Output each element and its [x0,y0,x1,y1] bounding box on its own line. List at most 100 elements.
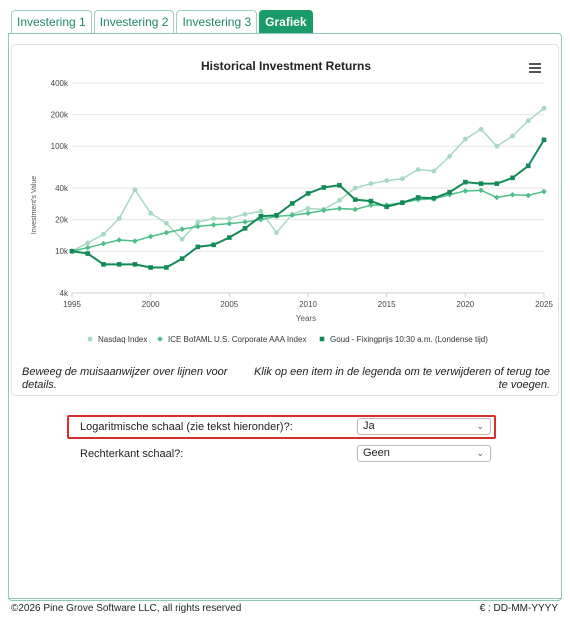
data-point[interactable] [258,214,264,219]
data-point[interactable] [462,188,469,194]
data-point[interactable] [446,191,453,198]
data-point[interactable] [100,240,107,247]
data-point[interactable] [226,220,233,227]
data-point[interactable] [384,178,390,184]
data-point[interactable] [352,185,358,191]
data-point[interactable] [494,143,500,149]
legend-marker[interactable] [87,336,93,342]
data-point[interactable] [289,212,296,219]
legend-label[interactable]: ICE BofAML U.S. Corporate AAA Index [168,335,306,344]
data-point[interactable] [164,265,169,270]
data-point[interactable] [525,192,532,199]
data-point[interactable] [368,202,374,208]
series-3[interactable] [69,137,547,270]
data-point[interactable] [85,251,91,256]
data-point[interactable] [494,181,500,186]
data-point[interactable] [305,191,311,196]
data-point[interactable] [463,179,468,185]
data-point[interactable] [242,211,248,217]
data-point[interactable] [148,265,153,270]
data-point[interactable] [400,176,405,182]
data-point[interactable] [541,105,547,111]
data-point[interactable] [337,182,342,188]
data-point[interactable] [510,133,515,139]
data-point[interactable] [132,187,138,193]
data-point[interactable] [384,204,389,210]
data-point[interactable] [179,256,185,261]
data-point[interactable] [525,118,531,124]
data-point[interactable] [368,181,374,187]
data-point[interactable] [132,262,138,267]
data-point[interactable] [164,220,169,226]
data-point[interactable] [415,195,421,200]
tab-grafiek[interactable]: Grafiek [259,10,313,33]
legend-item-3[interactable]: Goud - Fixingprijs 10:30 a.m. (Londense … [319,335,488,344]
data-point[interactable] [274,212,279,218]
data-point[interactable] [242,219,248,225]
data-point[interactable] [211,242,216,248]
data-point[interactable] [101,262,106,267]
data-point[interactable] [541,137,547,143]
series-line[interactable] [71,189,545,252]
data-point[interactable] [510,175,515,181]
right-scale-select[interactable]: Geen ⌄ [357,445,491,462]
data-point[interactable] [509,191,516,198]
data-point[interactable] [147,233,154,240]
hamburger-menu-icon[interactable] [529,63,541,73]
data-point[interactable] [227,235,232,240]
legend-item-2[interactable]: ICE BofAML U.S. Corporate AAA Index [157,335,306,344]
data-point[interactable] [525,163,531,169]
data-point[interactable] [305,206,311,211]
data-point[interactable] [179,226,185,233]
legend-label[interactable]: Nasdaq Index [98,335,147,344]
tab-investering-1[interactable]: Investering 1 [11,10,92,33]
log-scale-select[interactable]: Ja ⌄ [357,418,491,435]
data-point[interactable] [352,206,358,213]
data-point[interactable] [352,197,358,202]
data-point[interactable] [320,207,327,214]
data-point[interactable] [226,216,232,221]
data-point[interactable] [258,216,264,223]
tab-investering-3[interactable]: Investering 3 [176,10,258,33]
series-line[interactable] [71,107,545,252]
data-point[interactable] [431,195,437,201]
series-2[interactable] [69,187,547,255]
data-point[interactable] [305,210,311,217]
legend-item-1[interactable]: Nasdaq Index [87,335,148,344]
series-line[interactable] [71,139,545,269]
data-point[interactable] [478,181,484,186]
data-point[interactable] [400,200,405,205]
series-1[interactable] [69,105,547,254]
data-point[interactable] [148,210,154,216]
data-point[interactable] [321,185,327,190]
data-point[interactable] [431,168,437,174]
data-point[interactable] [179,236,185,242]
data-point[interactable] [163,229,170,236]
tab-investering-2[interactable]: Investering 2 [93,10,175,33]
data-point[interactable] [368,198,374,204]
data-point[interactable] [494,194,500,201]
data-point[interactable] [116,237,122,243]
data-point[interactable] [462,136,468,142]
data-point[interactable] [101,231,106,237]
data-point[interactable] [478,187,484,194]
data-point[interactable] [478,126,484,132]
data-point[interactable] [195,223,201,230]
data-point[interactable] [289,201,295,206]
data-point[interactable] [258,208,264,214]
data-point[interactable] [210,222,217,228]
legend-label[interactable]: Goud - Fixingprijs 10:30 a.m. (Londense … [330,335,488,344]
data-point[interactable] [242,226,248,231]
data-point[interactable] [195,244,201,250]
data-point[interactable] [116,216,122,221]
legend-marker[interactable] [319,336,325,342]
data-point[interactable] [69,248,75,254]
data-point[interactable] [84,244,91,251]
data-point[interactable] [447,153,452,159]
legend-marker[interactable] [157,336,163,342]
data-point[interactable] [85,240,91,246]
data-point[interactable] [132,238,138,244]
data-point[interactable] [337,197,342,203]
data-point[interactable] [447,189,452,195]
data-point[interactable] [541,188,547,195]
